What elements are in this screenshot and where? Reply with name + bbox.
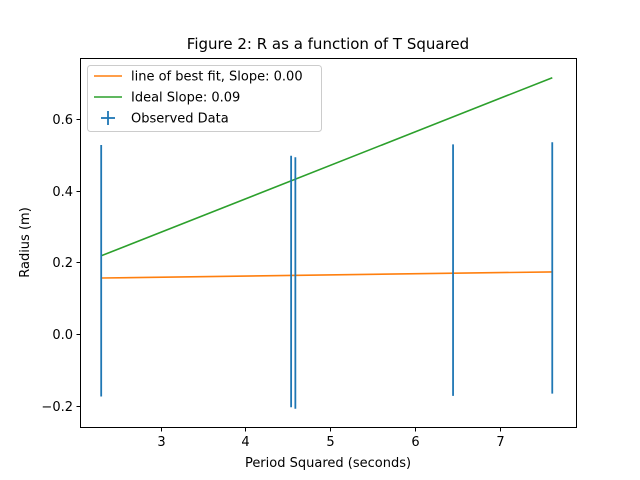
chart-title: Figure 2: R as a function of T Squared [187, 35, 469, 53]
series-line-0 [101, 271, 553, 279]
x-tick-label-2: 5 [326, 435, 334, 450]
y-axis-label: Radius (m) [18, 207, 33, 278]
plot-frame [80, 58, 577, 428]
legend: line of best fit, Slope: 0.00 Ideal Slope… [87, 65, 322, 132]
legend-label-1: Ideal Slope: 0.09 [131, 91, 240, 106]
x-tick-label-4: 7 [496, 435, 504, 450]
y-tick-label-3: 0.4 [52, 185, 73, 200]
y-axis-ticks: −0.2 0.0 0.2 0.4 0.6 [41, 113, 81, 415]
x-tick-label-3: 6 [411, 435, 419, 450]
chart-marks [100, 76, 554, 409]
legend-label-0: line of best fit, Slope: 0.00 [131, 70, 303, 85]
series-line-1 [100, 76, 553, 257]
x-tick-label-1: 4 [241, 435, 249, 450]
x-axis-ticks: 3 4 5 6 7 [157, 427, 505, 450]
y-tick-label-4: 0.6 [52, 113, 73, 128]
y-tick-label-0: −0.2 [41, 400, 73, 415]
legend-box [87, 65, 322, 132]
y-tick-label-2: 0.2 [52, 256, 73, 271]
y-tick-label-1: 0.0 [52, 328, 73, 343]
legend-label-2: Observed Data [131, 112, 229, 127]
x-tick-label-0: 3 [157, 435, 165, 450]
x-axis-label: Period Squared (seconds) [245, 456, 411, 471]
